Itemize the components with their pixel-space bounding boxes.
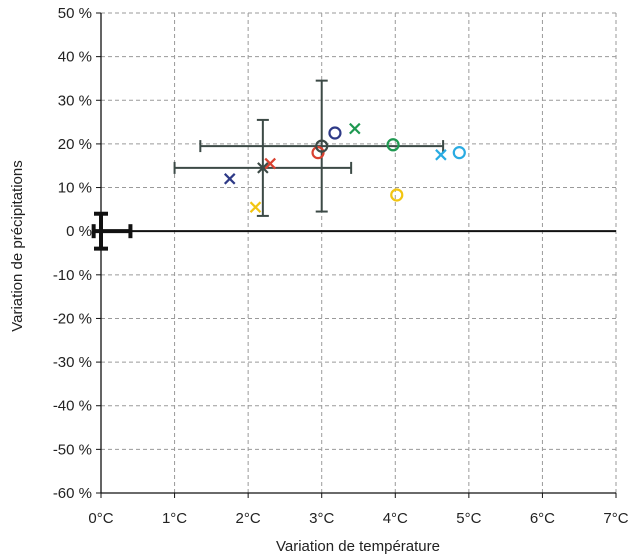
data-point-circle-marker bbox=[311, 146, 325, 160]
x-axis-label: Variation de température bbox=[276, 538, 440, 555]
data-point-cross-marker bbox=[223, 173, 236, 185]
data-point-cross-marker bbox=[435, 149, 447, 161]
x-tick-label: 6°C bbox=[530, 510, 555, 527]
data-points bbox=[223, 122, 466, 213]
y-tick-labels: 50 % 40 % 30 % 20 % 10 % 0 % -10 % -20 % -30 % -4… bbox=[53, 5, 92, 502]
data-point-circle-marker bbox=[452, 146, 466, 160]
data-point-cross-marker bbox=[249, 201, 262, 213]
y-tick-label: -30 % bbox=[53, 354, 92, 371]
y-tick-label: 50 % bbox=[58, 5, 92, 22]
x-tick-label: 1°C bbox=[162, 510, 187, 527]
y-tick-label: 0 % bbox=[66, 223, 92, 240]
y-tick-label: -60 % bbox=[53, 485, 92, 502]
data-point-cross-marker bbox=[264, 157, 276, 170]
y-tick-label: -40 % bbox=[53, 398, 92, 415]
data-point-circle-marker bbox=[386, 138, 400, 152]
plot-area bbox=[101, 13, 616, 493]
x-tick-label: 3°C bbox=[309, 510, 334, 527]
grid-lines bbox=[101, 12, 617, 493]
x-tick-label: 7°C bbox=[603, 510, 628, 527]
mean-point-cross-marker bbox=[257, 162, 269, 174]
axes bbox=[96, 12, 617, 498]
x-tick-label: 0°C bbox=[88, 510, 113, 527]
data-point-circle-marker bbox=[328, 126, 342, 140]
y-tick-label: -50 % bbox=[53, 441, 92, 458]
x-tick-labels: 0°C 1°C 2°C 3°C 4°C 5°C 6°C 7°C bbox=[88, 510, 628, 527]
data-point-cross-marker bbox=[349, 122, 361, 135]
y-tick-label: -10 % bbox=[53, 267, 92, 284]
mean-point-circle-marker bbox=[315, 139, 329, 153]
y-tick-label: 40 % bbox=[58, 49, 92, 66]
y-tick-label: -20 % bbox=[53, 310, 92, 327]
x-tick-label: 4°C bbox=[383, 510, 408, 527]
x-tick-label: 5°C bbox=[456, 510, 481, 527]
x-tick-label: 2°C bbox=[236, 510, 261, 527]
data-point-circle-marker bbox=[390, 188, 404, 202]
y-tick-label: 10 % bbox=[58, 180, 92, 197]
y-axis-label: Variation de précipitations bbox=[9, 160, 26, 332]
y-tick-label: 20 % bbox=[58, 136, 92, 153]
y-tick-label: 30 % bbox=[58, 92, 92, 109]
